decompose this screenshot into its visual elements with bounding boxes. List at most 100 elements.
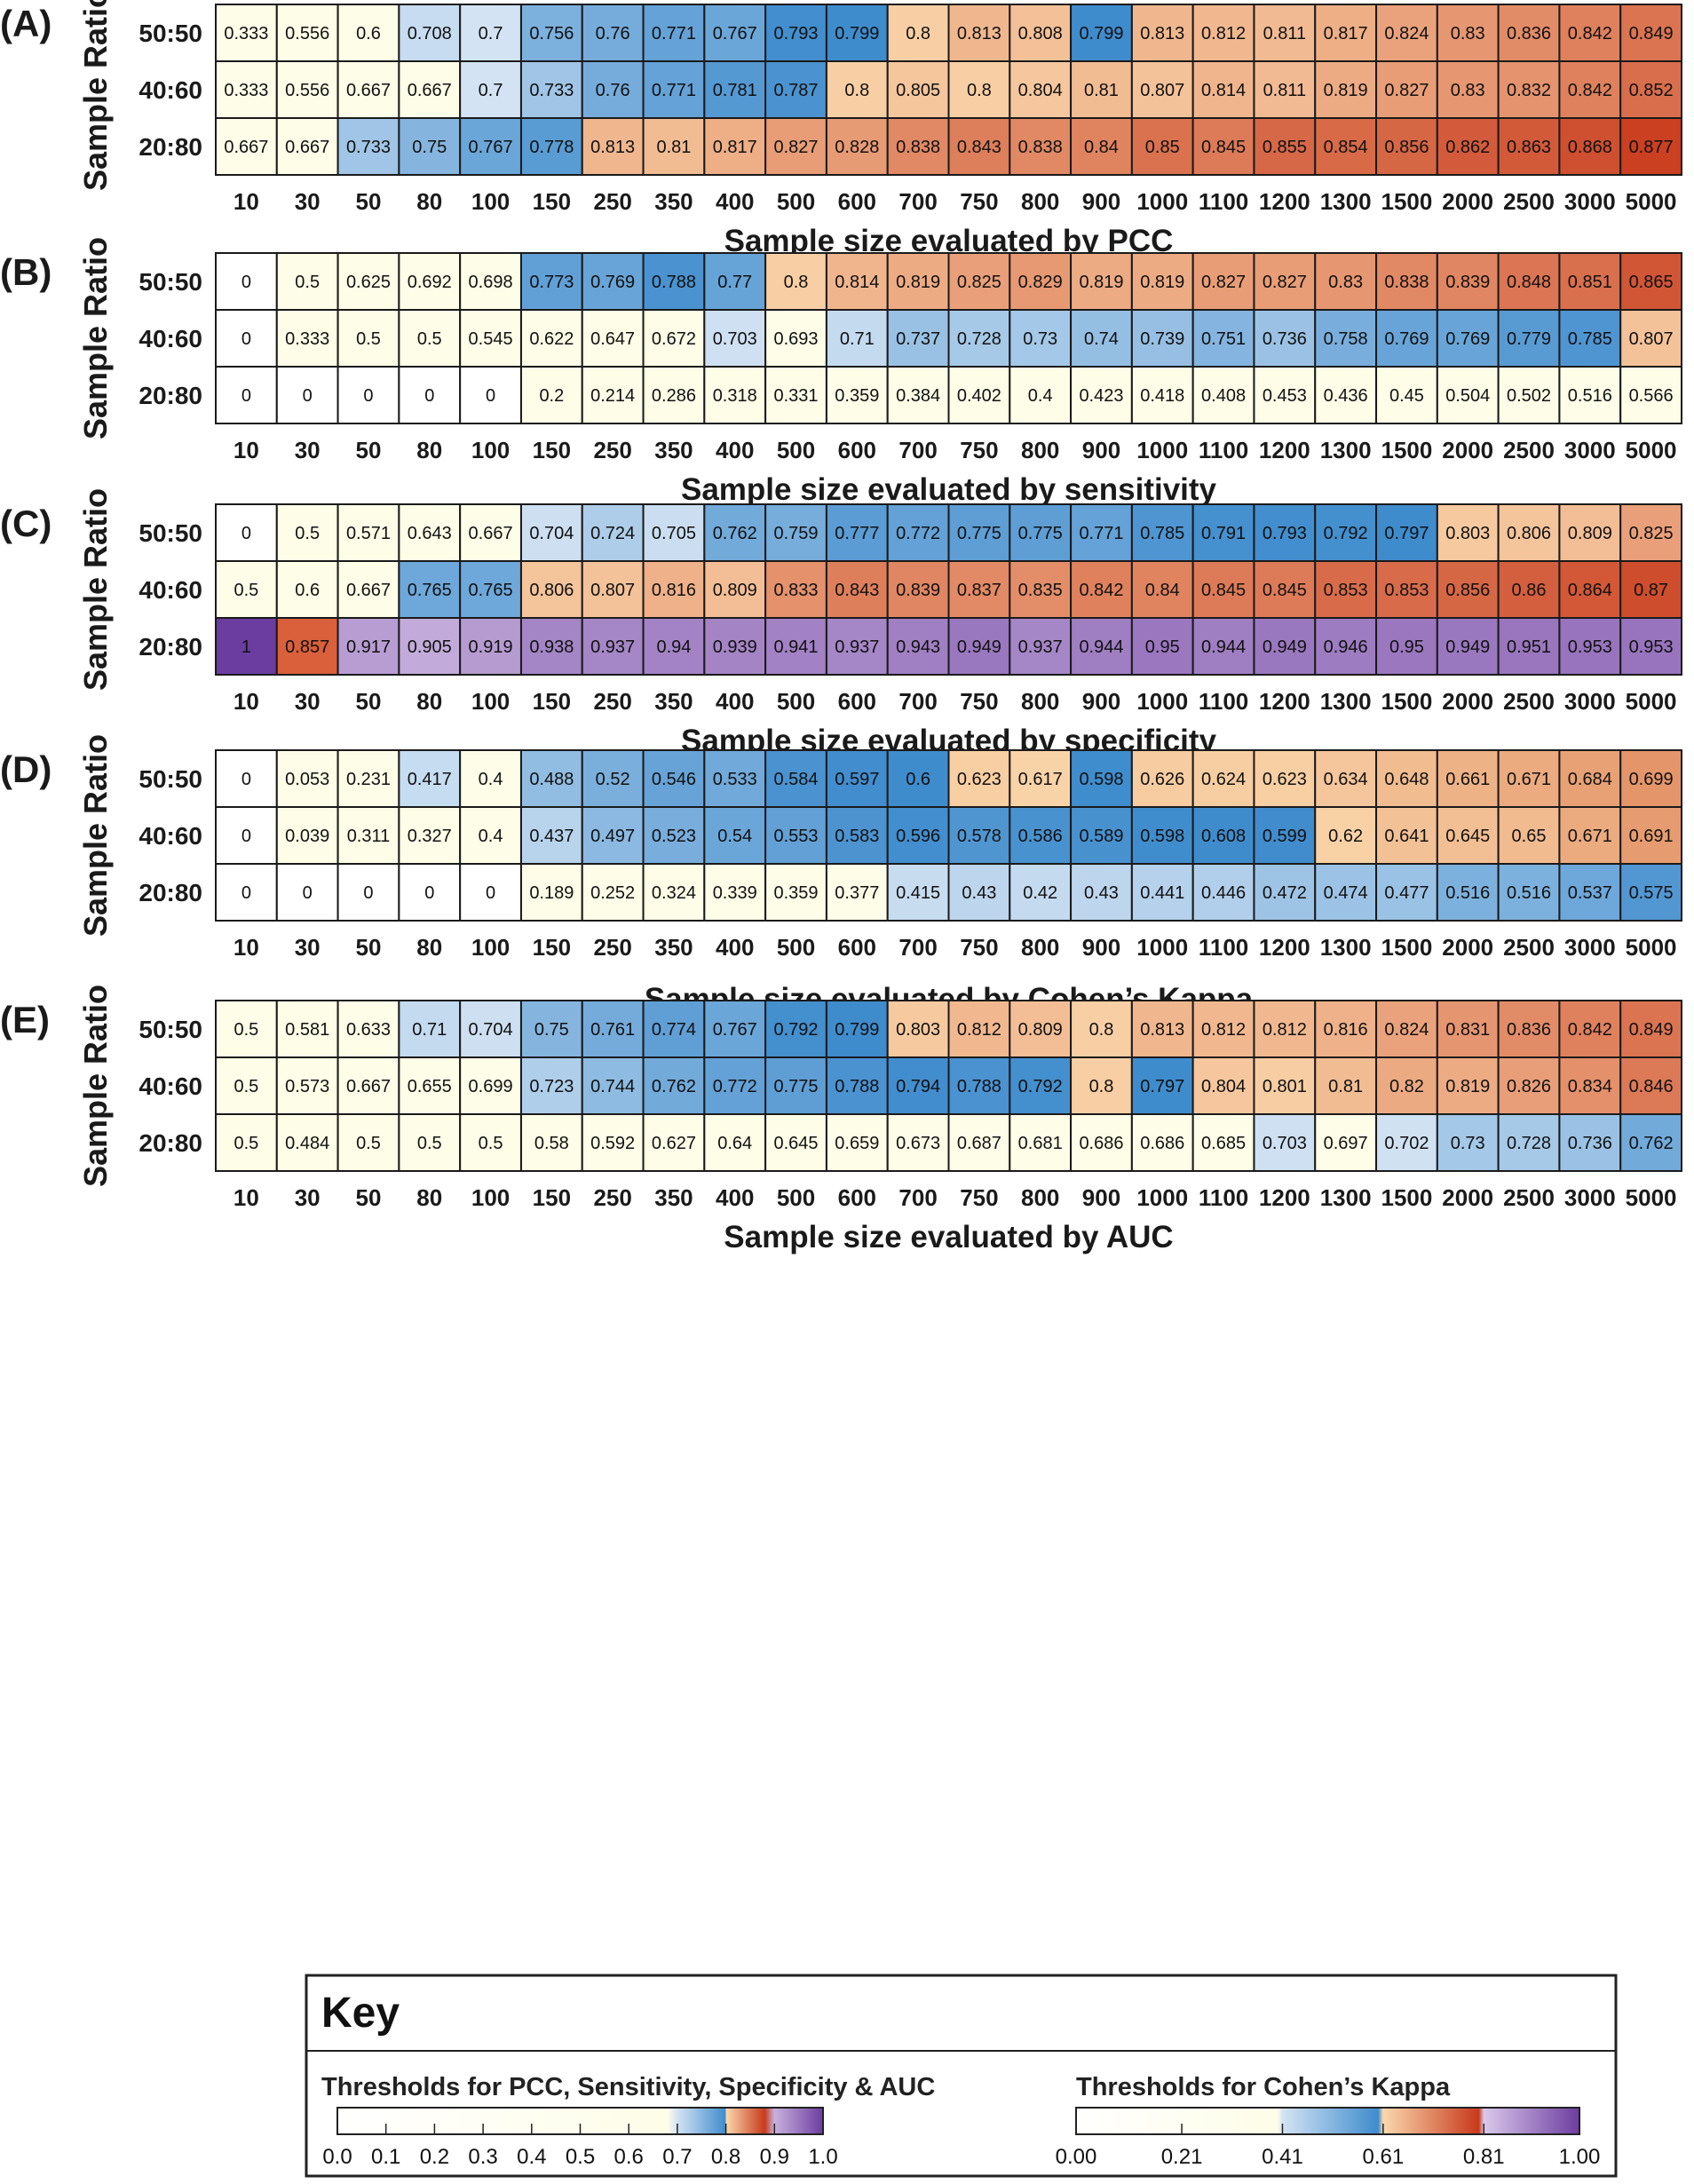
x-tick-label: 500: [777, 437, 815, 463]
cell-value: 0.724: [590, 524, 635, 543]
cell-value: 0.824: [1384, 1020, 1429, 1040]
cell-value: 0.704: [469, 1020, 513, 1040]
heatmap-cell: [947, 1113, 1011, 1172]
heatmap-cell: [886, 309, 950, 368]
heatmap-cell: [825, 1000, 889, 1058]
cell-value: 0.402: [957, 386, 1001, 406]
key-ticks: 0.0 0.1 0.2 0.3 0.4 0.5 0.6 0.7 0.8 0.9 1.0 0.00 0.2…: [322, 2124, 1600, 2169]
heatmap-cell: [886, 1113, 950, 1172]
heatmap-cell: [1497, 503, 1561, 562]
heatmap-cell: [459, 117, 522, 176]
cell-value: 0.864: [1568, 581, 1612, 600]
heatmap-cell: [1558, 4, 1622, 62]
cell-value: 0.728: [957, 329, 1001, 349]
panel-letter: (A): [0, 3, 51, 44]
row-label: 50:50: [139, 20, 202, 47]
x-tick-label: 700: [898, 688, 937, 715]
cell-value: 0.838: [896, 138, 940, 157]
x-tick-label: 400: [716, 934, 754, 961]
x-tick-label: 1000: [1136, 1184, 1188, 1211]
cell-value: 0.318: [713, 386, 757, 406]
heatmap-cell: [275, 503, 339, 562]
x-tick-label: 900: [1082, 688, 1120, 715]
x-tick-label: 50: [356, 188, 382, 215]
cell-value: 0.733: [529, 81, 574, 100]
cell-value: 0.436: [1324, 386, 1368, 406]
heatmap-cell: [642, 1000, 706, 1058]
cell-value: 0.331: [773, 386, 818, 406]
heatmap-cell: [1558, 60, 1622, 119]
heatmap-cell: [215, 806, 278, 865]
cell-value: 0.728: [1507, 1134, 1551, 1153]
x-tick-label: 400: [716, 688, 754, 715]
x-tick-label: 1500: [1381, 437, 1433, 463]
cell-value: 0.772: [713, 1077, 757, 1096]
heatmap-cell: [336, 117, 400, 176]
cell-value: 0.566: [1629, 386, 1674, 406]
cell-value: 0.951: [1507, 637, 1551, 657]
cell-value: 0.773: [529, 273, 574, 292]
cell-value: 0.681: [1018, 1134, 1063, 1153]
heatmap-cell: [1253, 60, 1317, 119]
row-label: 40:60: [139, 1072, 202, 1100]
heatmap-cell: [1009, 617, 1073, 676]
row-label: 20:80: [139, 382, 202, 409]
x-tick-label: 700: [898, 437, 937, 463]
heatmap-cell: [703, 503, 767, 562]
cell-value: 0.71: [840, 329, 875, 349]
heatmap-cell: [1619, 749, 1683, 808]
key-tick-label: 0.5: [566, 2145, 595, 2169]
heatmap-cell: [886, 4, 950, 62]
key-tick-label: 0.3: [468, 2145, 497, 2169]
cell-value: 0.807: [1140, 81, 1184, 100]
cell-value: 0.857: [285, 637, 329, 657]
cell-value: 0.87: [1634, 581, 1668, 600]
cell-value: 0.825: [1629, 524, 1674, 543]
cell-value: 0.647: [590, 329, 635, 349]
heatmap-cell: [947, 806, 1011, 865]
heatmap-cell: [215, 366, 278, 424]
cell-value: 0.684: [1568, 770, 1612, 789]
cell-value: 0.777: [835, 524, 879, 543]
cell-value: 0.799: [835, 24, 879, 44]
cell-value: 0.94: [656, 637, 691, 657]
cell-value: 0.83: [1451, 24, 1485, 44]
row-label: 50:50: [139, 765, 202, 793]
row-label: 50:50: [139, 268, 202, 296]
panel-letter: (E): [0, 999, 50, 1041]
cell-value: 0.598: [1079, 770, 1123, 789]
y-axis-label: Sample Ratio: [77, 734, 114, 937]
cell-value: 0.806: [529, 581, 574, 600]
cell-value: 0.788: [835, 1077, 879, 1096]
cell-value: 0.703: [1263, 1134, 1307, 1153]
cell-value: 0.039: [285, 827, 329, 846]
heatmap-cell: [1009, 4, 1073, 62]
cell-value: 0.856: [1445, 581, 1490, 600]
heatmap-cell: [1497, 806, 1561, 865]
heatmap-cell: [1375, 4, 1438, 62]
cell-value: 0.5: [356, 329, 381, 349]
cell-value: 0.785: [1140, 524, 1184, 543]
cell-value: 0.775: [1018, 524, 1063, 543]
heatmap-cell: [764, 1113, 827, 1172]
heatmap-cell: [581, 309, 645, 368]
cell-value: 0.812: [1201, 1020, 1246, 1040]
cell-value: 0.939: [713, 637, 757, 657]
heatmap-cell: [1191, 749, 1255, 808]
cell-value: 0.86: [1512, 581, 1547, 600]
heatmap-cell: [1436, 863, 1500, 922]
heatmap-cell: [398, 749, 462, 808]
cell-value: 0.71: [412, 1020, 447, 1040]
heatmap-cell: [1191, 1056, 1255, 1115]
heatmap-cell: [1191, 560, 1255, 619]
cell-value: 0.437: [529, 827, 574, 846]
heatmap-cell: [1314, 1056, 1378, 1115]
cell-value: 0.834: [1568, 1077, 1612, 1096]
cell-value: 0.324: [652, 883, 696, 903]
cell-value: 0.699: [1629, 770, 1674, 789]
cell-value: 0.441: [1140, 883, 1184, 903]
heatmap-cell: [1253, 309, 1317, 368]
cell-value: 0.941: [773, 637, 818, 657]
heatmap-cell: [1191, 4, 1255, 62]
cell-value: 0.7: [479, 24, 503, 44]
